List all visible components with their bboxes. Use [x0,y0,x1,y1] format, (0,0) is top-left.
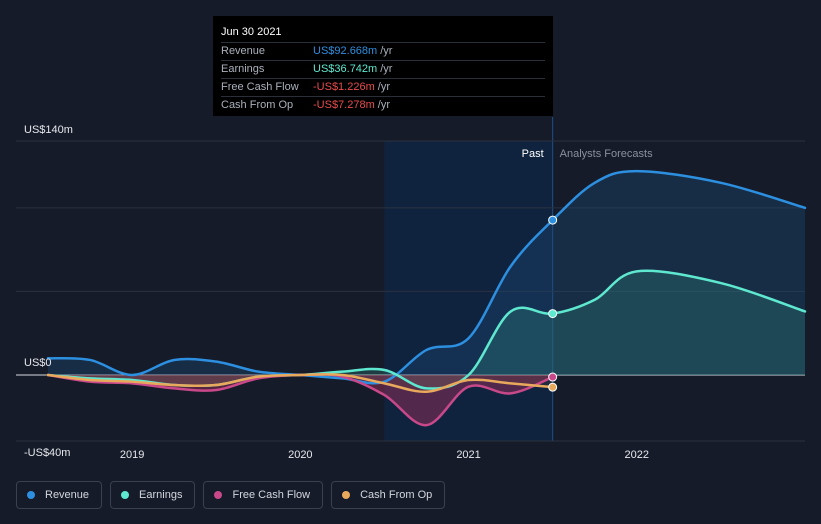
tooltip-row: Free Cash Flow -US$1.226m /yr [221,78,545,96]
legend-label: Revenue [45,489,90,501]
x-tick-label: 2022 [625,449,649,461]
tooltip-value: US$36.742m [313,63,378,75]
past-label: Past [522,148,544,160]
revenue-area [48,171,805,384]
y-tick-label: US$0 [24,357,52,369]
legend-free-cash-flow-button[interactable]: Free Cash Flow [203,481,324,509]
earnings-dot-icon [121,491,130,499]
tooltip-value: -US$7.278m [313,99,375,111]
legend-label: Earnings [139,489,183,501]
legend: Revenue Earnings Free Cash Flow Cash Fro… [16,481,446,509]
tooltip: Jun 30 2021 Revenue US$92.668m /yr Earni… [213,16,553,116]
tooltip-unit: /yr [380,45,393,57]
x-tick-label: 2020 [288,449,312,461]
tooltip-value: -US$1.226m [313,81,375,93]
forecast-label: Analysts Forecasts [560,148,653,160]
tooltip-date: Jun 30 2021 [221,26,282,38]
free-cash-flow-dot-icon [214,491,223,499]
tooltip-row: Revenue US$92.668m /yr [221,42,545,60]
tooltip-unit: /yr [377,81,390,93]
tooltip-label: Revenue [221,45,266,57]
tooltip-label: Earnings [221,63,265,75]
tooltip-value: US$92.668m [313,45,378,57]
cash-from-op-line [46,373,554,393]
tooltip-unit: /yr [380,63,393,75]
tooltip-row: Earnings US$36.742m /yr [221,60,545,78]
tooltip-label: Cash From Op [221,99,294,111]
x-tick-label: 2019 [120,449,144,461]
legend-label: Cash From Op [360,489,433,501]
tooltip-unit: /yr [377,99,390,111]
revenue-dot-icon [27,491,35,499]
cash-from-op-marker [548,382,558,392]
legend-label: Free Cash Flow [232,489,311,501]
tooltip-label: Free Cash Flow [221,81,299,93]
legend-cash-from-op-button[interactable]: Cash From Op [331,481,446,509]
revenue-line [46,169,807,385]
free-cash-flow-marker [548,372,558,382]
x-tick-label: 2021 [456,449,480,461]
cash-from-op-dot-icon [342,491,351,499]
legend-earnings-button[interactable]: Earnings [110,481,196,509]
y-tick-label: -US$40m [24,447,70,459]
revenue-marker [548,215,558,225]
earnings-marker [548,309,558,319]
earnings-area [48,270,805,389]
y-tick-label: US$140m [24,124,73,136]
legend-revenue-button[interactable]: Revenue [16,481,103,509]
tooltip-row: Cash From Op -US$7.278m /yr [221,96,545,114]
